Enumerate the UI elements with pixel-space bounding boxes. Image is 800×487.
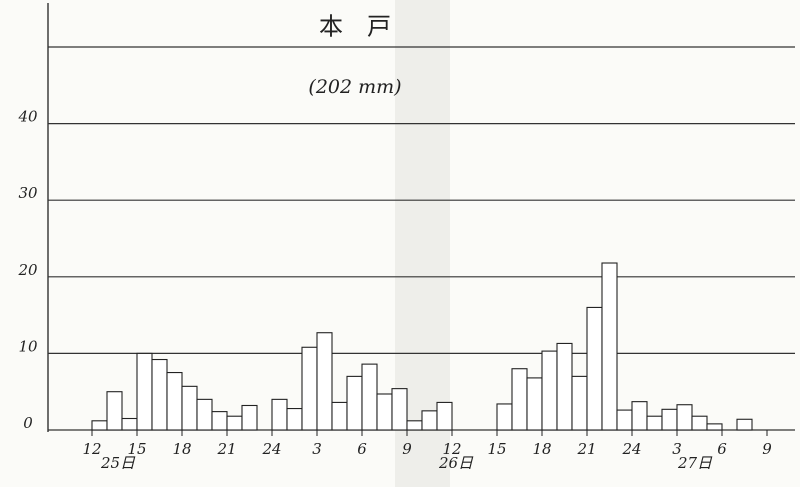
bar [676,404,693,431]
bar [706,423,723,431]
bar [631,401,648,431]
chart-title: 本 戸 [319,13,391,41]
bar [436,401,453,431]
x-tick-label: 9 [762,440,772,458]
bar [646,415,663,431]
y-tick-label: 0 [23,414,33,432]
bar [586,306,603,431]
bar [601,262,618,431]
day-label: 26日 [438,454,474,472]
x-tick-label: 21 [216,440,236,458]
bar [151,358,168,431]
bar [496,403,513,431]
bar [136,352,153,431]
x-tick-label: 9 [402,440,412,458]
day-label: 25日 [100,454,136,472]
bar [571,375,588,431]
bar [286,408,303,431]
bar [361,363,378,431]
bar [616,409,633,431]
bar [541,350,558,431]
bar [196,398,213,431]
bar [331,401,348,431]
day-label: 27日 [677,454,713,472]
chart-subtitle: (202 mm) [308,76,401,98]
bar [511,368,528,431]
bar [316,332,333,431]
bar [181,385,198,431]
x-tick-label: 12 [442,440,461,458]
bar [736,418,753,431]
x-tick-label: 24 [261,440,281,458]
x-tick-label: 18 [532,440,551,458]
x-tick-label: 12 [82,440,101,458]
x-tick-label: 3 [672,440,682,458]
x-tick-label: 21 [576,440,596,458]
bar [226,415,243,431]
bar [421,410,438,431]
y-tick-label: 20 [17,261,38,279]
bar [241,404,258,431]
bar [406,420,423,431]
bar [376,393,393,431]
bar [526,377,543,431]
bar [346,375,363,431]
x-tick-label: 18 [172,440,191,458]
y-tick-label: 10 [18,337,38,355]
x-tick-label: 3 [312,440,322,458]
bar [661,408,678,431]
y-tick-label: 40 [17,108,38,126]
bar [301,346,318,431]
bar [121,417,138,431]
bar [391,388,408,431]
bar [691,415,708,431]
x-tick-label: 6 [357,440,367,458]
bar [271,398,288,431]
bar [211,411,228,431]
bar [91,420,108,431]
bar [556,342,573,431]
x-tick-label: 15 [487,440,506,458]
y-tick-label: 30 [18,184,38,202]
bar [106,391,123,431]
x-tick-label: 24 [621,440,641,458]
x-tick-label: 15 [127,440,146,458]
bar [166,371,183,431]
x-tick-label: 6 [717,440,727,458]
